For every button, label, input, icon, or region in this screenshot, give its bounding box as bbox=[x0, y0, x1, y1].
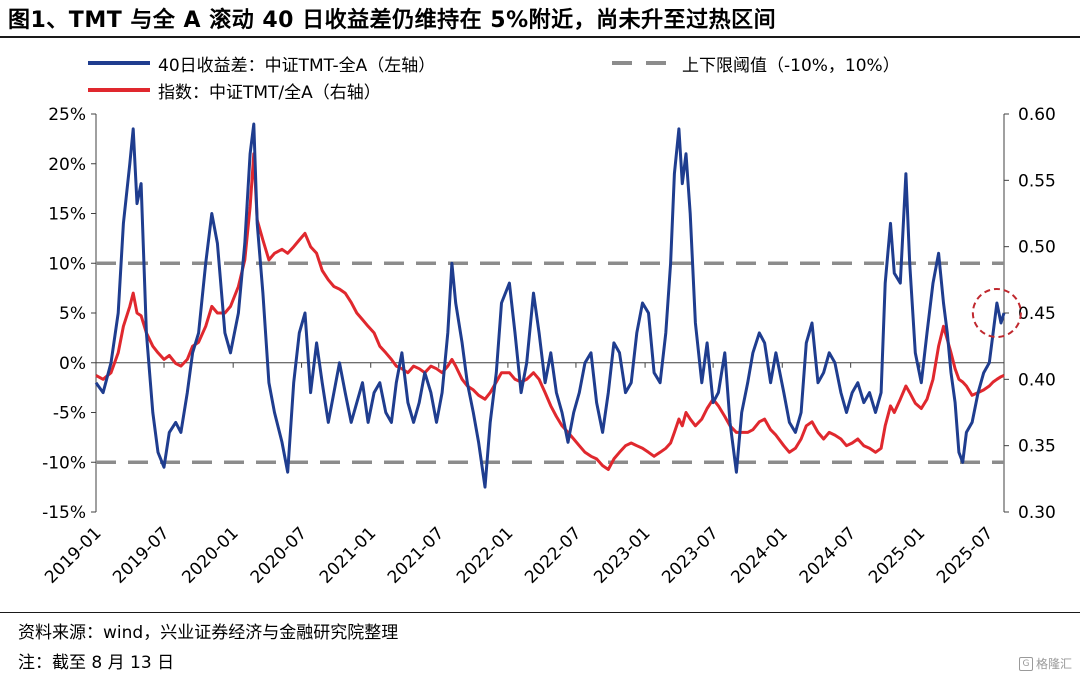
title-divider bbox=[0, 36, 1080, 38]
y-left-tick-label: -15% bbox=[42, 503, 86, 523]
legend-swatch-index bbox=[88, 88, 150, 92]
chart-title: 图1、TMT 与全 A 滚动 40 日收益差仍维持在 5%附近，尚未升至过热区间 bbox=[8, 8, 777, 33]
y-left-tick-label: -5% bbox=[53, 404, 86, 424]
x-tick-label: 2023-01 bbox=[590, 523, 654, 587]
legend-item-threshold: 上下限阈值（-10%，10%） bbox=[612, 50, 900, 76]
x-tick-label: 2019-01 bbox=[41, 523, 105, 587]
y-left-tick-label: -10% bbox=[42, 453, 86, 473]
x-tick-label: 2022-01 bbox=[453, 523, 517, 587]
legend-label-spread: 40日收益差：中证TMT-全A（左轴） bbox=[158, 55, 436, 76]
legend-item-index: 指数：中证TMT/全A（右轴） bbox=[88, 77, 381, 103]
y-left-tick-label: 10% bbox=[48, 254, 86, 274]
y-right-tick-label: 0.50 bbox=[1018, 238, 1056, 258]
date-note: 注：截至 8 月 13 日 bbox=[18, 653, 175, 673]
legend-label-index: 指数：中证TMT/全A（右轴） bbox=[158, 82, 381, 103]
y-left-tick-label: 25% bbox=[48, 105, 86, 125]
y-right-tick-label: 0.35 bbox=[1018, 437, 1056, 457]
y-right-tick-label: 0.45 bbox=[1018, 304, 1056, 324]
x-tick-label: 2022-07 bbox=[521, 523, 585, 587]
x-tick-label: 2024-01 bbox=[727, 523, 791, 587]
legend-swatch-spread bbox=[88, 61, 150, 65]
source-note: 资料来源：wind，兴业证券经济与金融研究院整理 bbox=[18, 623, 399, 643]
watermark-logo-icon: G bbox=[1018, 656, 1033, 671]
source-divider bbox=[0, 612, 1080, 613]
y-left-tick-label: 20% bbox=[48, 155, 86, 175]
x-tick-label: 2020-01 bbox=[178, 523, 242, 587]
x-tick-label: 2020-07 bbox=[247, 523, 311, 587]
highlight-circle bbox=[971, 288, 1022, 338]
x-tick-label: 2023-07 bbox=[658, 523, 722, 587]
x-tick-label: 2024-07 bbox=[796, 523, 860, 587]
y-right-tick-label: 0.60 bbox=[1018, 105, 1056, 125]
legend-label-threshold: 上下限阈值（-10%，10%） bbox=[682, 55, 900, 76]
x-tick-label: 2021-07 bbox=[384, 523, 448, 587]
legend-swatch-threshold bbox=[612, 61, 674, 65]
watermark: G 格隆汇 bbox=[1018, 655, 1072, 672]
x-tick-label: 2021-01 bbox=[316, 523, 380, 587]
y-left-tick-label: 15% bbox=[48, 205, 86, 225]
legend-item-spread: 40日收益差：中证TMT-全A（左轴） bbox=[88, 50, 435, 76]
y-right-tick-label: 0.30 bbox=[1018, 503, 1056, 523]
watermark-text: 格隆汇 bbox=[1035, 657, 1072, 671]
x-tick-label: 2025-07 bbox=[933, 523, 997, 587]
y-left-tick-label: 0% bbox=[59, 354, 86, 374]
y-left-tick-label: 5% bbox=[59, 304, 86, 324]
y-right-tick-label: 0.40 bbox=[1018, 370, 1056, 390]
series-line-spread bbox=[94, 122, 1006, 489]
x-tick-label: 2019-07 bbox=[109, 523, 173, 587]
x-tick-label: 2025-01 bbox=[865, 523, 929, 587]
series-line-index bbox=[95, 152, 1005, 471]
y-right-tick-label: 0.55 bbox=[1018, 171, 1056, 191]
